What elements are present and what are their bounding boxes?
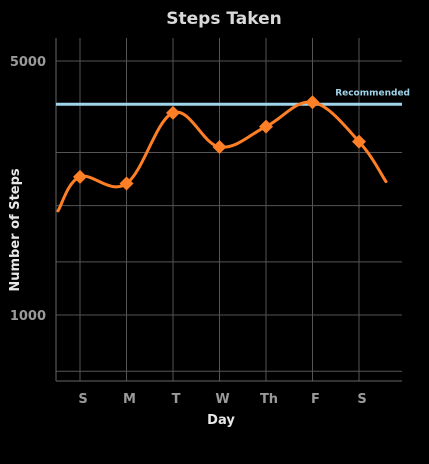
x-tick-label: S — [357, 392, 366, 407]
data-point-marker — [212, 139, 227, 154]
x-tick-label: W — [215, 392, 229, 407]
data-point-marker — [166, 105, 180, 120]
x-tick-label: F — [311, 392, 320, 407]
data-point-marker — [73, 169, 87, 184]
x-tick-label: M — [123, 392, 136, 407]
y-tick-labels: 1000 5000 — [10, 55, 46, 324]
chart-title: Steps Taken — [166, 9, 281, 29]
series-markers — [73, 95, 366, 191]
x-tick-label: Th — [260, 392, 278, 407]
data-point-marker — [119, 176, 134, 191]
series-line — [56, 100, 388, 213]
data-point-marker — [259, 119, 273, 134]
x-tick-label: S — [78, 392, 87, 407]
data-point-marker — [305, 95, 320, 110]
y-tick-label: 1000 — [10, 309, 46, 324]
x-tick-label: T — [172, 392, 181, 407]
recommended-label: Recommended — [335, 88, 410, 98]
y-axis-title: Number of Steps — [8, 168, 23, 292]
data-point-marker — [352, 134, 366, 149]
y-tick-label: 5000 — [10, 55, 46, 70]
x-axis-title: Day — [207, 413, 235, 428]
x-tick-labels: S M T W Th F S — [78, 392, 366, 407]
grid — [56, 38, 402, 381]
